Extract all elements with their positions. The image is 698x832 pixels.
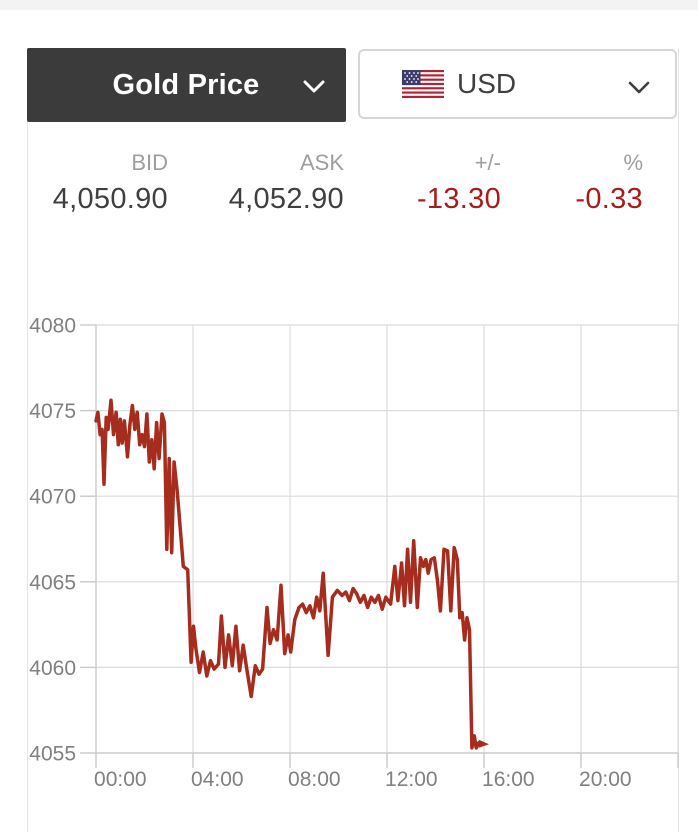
chevron-down-icon bbox=[628, 81, 650, 99]
y-axis-label: 4065 bbox=[29, 571, 76, 594]
quote-change-pct: % -0.33 bbox=[501, 150, 643, 216]
x-axis-label: 04:00 bbox=[191, 768, 244, 791]
change-pct-header: % bbox=[623, 150, 643, 175]
bid-header: BID bbox=[131, 150, 168, 175]
metal-select[interactable]: Gold Price bbox=[26, 48, 346, 122]
us-flag-icon bbox=[402, 70, 444, 98]
currency-select-label: USD bbox=[457, 68, 517, 99]
chevron-down-icon bbox=[303, 80, 325, 98]
bid-value: 4,050.90 bbox=[52, 183, 168, 215]
metal-select-label: Gold Price bbox=[112, 68, 260, 101]
x-axis-label: 08:00 bbox=[288, 768, 341, 791]
line-end-flag-icon bbox=[478, 739, 489, 748]
ask-value: 4,052.90 bbox=[228, 183, 344, 215]
gold-price-widget: Gold Price bbox=[26, 48, 680, 832]
y-axis-label: 4075 bbox=[29, 400, 76, 423]
price-line bbox=[94, 398, 481, 750]
change-header: +/- bbox=[474, 150, 501, 175]
y-axis-label: 4055 bbox=[29, 743, 76, 766]
y-axis-label: 4060 bbox=[29, 657, 76, 680]
quote-row: BID 4,050.90 ASK 4,052.90 +/- -13.30 % -… bbox=[28, 150, 680, 216]
quote-ask: ASK 4,052.90 bbox=[168, 150, 344, 216]
x-axis-label: 16:00 bbox=[482, 768, 535, 791]
y-axis-label: 4080 bbox=[29, 315, 76, 338]
top-strip bbox=[0, 0, 698, 10]
quote-change: +/- -13.30 bbox=[344, 150, 501, 216]
currency-select[interactable]: USD bbox=[358, 49, 677, 119]
quote-bid: BID 4,050.90 bbox=[28, 150, 168, 216]
price-chart-canvas[interactable]: 4080 4075 4070 4065 4060 4055 00:00 04:00 08:00 1… bbox=[0, 302, 698, 832]
x-axis-label: 00:00 bbox=[94, 768, 147, 791]
change-pct-value: -0.33 bbox=[575, 183, 643, 215]
change-value: -13.30 bbox=[416, 183, 501, 215]
x-axis-label: 20:00 bbox=[579, 768, 632, 791]
ask-header: ASK bbox=[299, 150, 344, 175]
x-axis-label: 12:00 bbox=[385, 768, 438, 791]
price-chart[interactable]: 4080 4075 4070 4065 4060 4055 00:00 04:00 08:00 1… bbox=[0, 302, 698, 832]
y-axis-label: 4070 bbox=[29, 486, 76, 509]
